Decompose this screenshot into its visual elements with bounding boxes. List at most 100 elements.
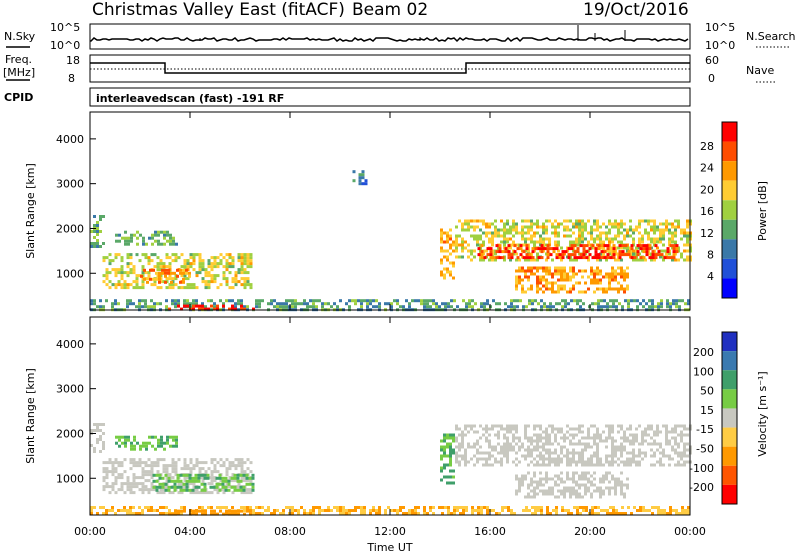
heatmap-cell: [168, 277, 172, 281]
heatmap-cell: [659, 463, 662, 467]
heatmap-cell: [143, 268, 146, 272]
heatmap-cell: [599, 240, 602, 244]
heatmap-cell: [639, 302, 642, 306]
heatmap-cell: [572, 287, 575, 291]
heatmap-cell: [524, 427, 527, 431]
heatmap-cell: [488, 457, 491, 461]
heatmap-cell: [485, 451, 488, 455]
heatmap-cell: [156, 458, 160, 462]
heatmap-cell: [90, 302, 93, 306]
heatmap-cell: [638, 222, 641, 226]
heatmap-cell: [582, 244, 586, 248]
heatmap-cell: [599, 460, 602, 464]
heatmap-cell: [515, 430, 518, 434]
heatmap-cell: [572, 457, 575, 461]
heatmap-cell: [570, 247, 574, 251]
heatmap-cell: [627, 302, 630, 306]
heatmap-cell: [632, 460, 635, 464]
heatmap-cell: [336, 509, 339, 512]
heatmap-cell: [662, 249, 665, 253]
heatmap-cell: [666, 250, 670, 254]
heatmap-cell: [473, 249, 476, 253]
heatmap-cell: [93, 215, 96, 218]
heatmap-cell: [147, 274, 151, 278]
heatmap-cell: [443, 454, 446, 458]
heatmap-cell: [606, 247, 610, 251]
heatmap-cell: [555, 512, 558, 515]
heatmap-cell: [681, 506, 684, 509]
heatmap-cell: [527, 451, 530, 455]
heatmap-cell: [647, 427, 650, 431]
heatmap-cell: [455, 439, 458, 443]
heatmap-cell: [641, 439, 644, 443]
heatmap-cell: [171, 512, 174, 516]
heatmap-cell: [194, 473, 198, 477]
heatmap-cell: [645, 250, 649, 254]
heatmap-cell: [566, 234, 569, 238]
heatmap-cell: [243, 307, 246, 311]
heatmap-cell: [120, 488, 124, 492]
heatmap-cell: [179, 488, 183, 492]
heatmap-cell: [494, 448, 497, 452]
heatmap-cell: [470, 249, 473, 253]
heatmap-cell: [216, 286, 220, 290]
heatmap-cell: [536, 486, 539, 490]
colorbar-segment: [722, 200, 737, 220]
heatmap-cell: [207, 506, 210, 509]
heatmap-cell: [210, 268, 214, 272]
heatmap-cell: [611, 424, 614, 428]
heatmap-cell: [207, 286, 211, 290]
heatmap-cell: [590, 269, 593, 273]
freq-label-1: Freq.: [5, 53, 32, 66]
heatmap-cell: [554, 439, 557, 443]
heatmap-cell: [545, 489, 548, 493]
heatmap-cell: [147, 259, 151, 263]
heatmap-cell: [285, 299, 288, 303]
heatmap-cell: [632, 433, 635, 437]
heatmap-cell: [624, 512, 627, 515]
heatmap-cell: [464, 222, 467, 226]
heatmap-cell: [177, 304, 180, 308]
heatmap-cell: [659, 255, 662, 259]
heatmap-cell: [464, 457, 467, 461]
heatmap-cell: [360, 512, 363, 515]
heatmap-cell: [485, 427, 488, 431]
heatmap-cell: [557, 454, 560, 458]
heatmap-cell: [207, 280, 211, 284]
heatmap-cell: [207, 482, 211, 486]
heatmap-cell: [557, 489, 560, 493]
heatmap-cell: [563, 287, 566, 291]
heatmap-cell: [596, 272, 599, 276]
heatmap-cell: [519, 244, 523, 248]
heatmap-cell: [564, 302, 567, 306]
heatmap-cell: [683, 427, 686, 431]
heatmap-cell: [638, 424, 641, 428]
heatmap-cell: [650, 228, 653, 232]
heatmap-cell: [470, 252, 473, 256]
heatmap-cell: [210, 274, 214, 278]
heatmap-cell: [530, 234, 533, 238]
heatmap-cell: [605, 460, 608, 464]
heatmap-cell: [605, 290, 608, 294]
heatmap-cell: [596, 451, 599, 455]
heatmap-cell: [473, 430, 476, 434]
heatmap-cell: [611, 439, 614, 443]
heatmap-cell: [225, 509, 228, 513]
heatmap-cell: [438, 506, 441, 509]
heatmap-cell: [306, 305, 309, 309]
heatmap-cell: [552, 305, 555, 309]
heatmap-cell: [185, 268, 188, 272]
heatmap-cell: [590, 278, 593, 282]
heatmap-cell: [453, 299, 456, 303]
heatmap-cell: [129, 299, 132, 303]
heatmap-cell: [576, 509, 579, 512]
heatmap-cell: [186, 467, 190, 471]
heatmap-cell: [657, 509, 660, 512]
heatmap-cell: [503, 225, 506, 229]
heatmap-cell: [614, 222, 617, 226]
heatmap-cell: [560, 258, 563, 262]
heatmap-cell: [506, 237, 509, 241]
heatmap-cell: [246, 506, 249, 509]
heatmap-cell: [662, 463, 665, 467]
heatmap-cell: [683, 442, 686, 446]
